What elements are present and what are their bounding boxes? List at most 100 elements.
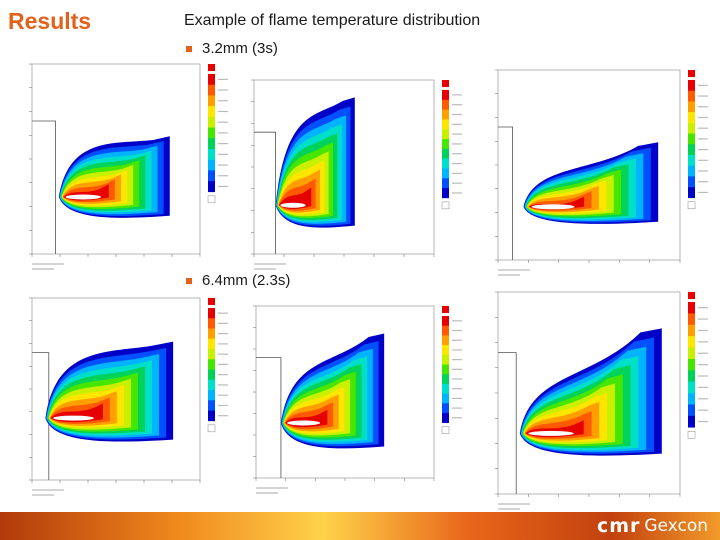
legend-swatch bbox=[208, 379, 215, 391]
legend-swatch bbox=[442, 90, 449, 101]
bullet-square-icon bbox=[186, 46, 192, 53]
legend-swatch bbox=[688, 187, 695, 199]
legend-swatch bbox=[208, 410, 215, 422]
legend-swatch bbox=[208, 390, 215, 401]
legend-swatch bbox=[688, 122, 695, 134]
legend-swatch bbox=[208, 74, 215, 86]
plot-3-2mm-right bbox=[495, 69, 708, 276]
legend-above-swatch bbox=[208, 64, 215, 71]
legend-swatch bbox=[688, 133, 695, 145]
logo-main: cmr bbox=[596, 515, 641, 537]
legend-swatch bbox=[688, 336, 695, 348]
legend-swatch bbox=[688, 80, 695, 92]
bullet-6-4mm: 6.4mm (2.3s) bbox=[186, 272, 290, 289]
bullet-label: 6.4mm (2.3s) bbox=[202, 272, 291, 289]
legend-swatch bbox=[208, 95, 215, 107]
bullet-square-icon bbox=[186, 278, 192, 285]
legend-swatch bbox=[208, 349, 215, 360]
legend-swatch bbox=[442, 168, 449, 179]
legend-above-swatch bbox=[208, 298, 215, 305]
plot-3-2mm-left bbox=[29, 63, 228, 270]
plot-6-4mm-left bbox=[29, 297, 228, 496]
flame-core bbox=[528, 430, 574, 436]
legend-swatch bbox=[442, 188, 449, 199]
legend-below-swatch bbox=[441, 201, 450, 210]
legend-swatch bbox=[208, 359, 215, 370]
legend-below-swatch bbox=[687, 430, 696, 439]
bullet-3-2mm: 3.2mm (3s) bbox=[186, 40, 278, 57]
legend-swatch bbox=[208, 170, 215, 182]
legend-swatch bbox=[208, 318, 215, 329]
legend-above-swatch bbox=[688, 292, 695, 299]
bullet-label: 3.2mm (3s) bbox=[202, 40, 278, 57]
legend-swatch bbox=[688, 393, 695, 405]
plot-3-2mm-middle bbox=[251, 79, 462, 270]
geometry-wall bbox=[498, 126, 513, 260]
legend-swatch bbox=[688, 324, 695, 337]
legend-swatch bbox=[208, 400, 215, 411]
legend-below-swatch bbox=[687, 201, 696, 210]
legend-below-swatch bbox=[207, 195, 216, 204]
plot-6-4mm-middle bbox=[253, 305, 462, 494]
legend-swatch bbox=[688, 90, 695, 102]
legend-swatch bbox=[442, 148, 449, 159]
plot-6-4mm-right bbox=[495, 291, 708, 510]
legend-above-swatch bbox=[442, 80, 449, 87]
geometry-wall bbox=[254, 131, 276, 254]
legend-swatch bbox=[442, 345, 449, 356]
geometry-wall bbox=[32, 352, 50, 480]
legend-below-swatch bbox=[441, 426, 450, 434]
legend-swatch bbox=[208, 159, 215, 171]
flame-core bbox=[531, 204, 575, 210]
footer-flame-banner: cmr Gexcon bbox=[0, 512, 720, 540]
legend-swatch bbox=[442, 316, 449, 326]
legend-swatch bbox=[688, 381, 695, 394]
legend-swatch bbox=[688, 370, 695, 382]
legend-swatch bbox=[688, 313, 695, 326]
slide-title: Results bbox=[8, 8, 92, 34]
legend-swatch bbox=[442, 393, 449, 404]
legend-swatch bbox=[442, 178, 449, 189]
legend-above-swatch bbox=[442, 306, 449, 313]
legend-swatch bbox=[442, 383, 449, 394]
legend-swatch bbox=[688, 101, 695, 113]
legend-swatch bbox=[208, 127, 215, 139]
logo-sub: Gexcon bbox=[644, 516, 708, 536]
legend-swatch bbox=[688, 144, 695, 156]
legend-above-swatch bbox=[688, 70, 695, 77]
legend-swatch bbox=[688, 358, 695, 371]
legend-swatch bbox=[208, 308, 215, 319]
legend-swatch bbox=[442, 354, 449, 365]
legend-swatch bbox=[442, 158, 449, 169]
geometry-wall bbox=[498, 352, 517, 494]
legend-swatch bbox=[442, 364, 449, 375]
legend-swatch bbox=[208, 181, 215, 193]
geometry-wall bbox=[32, 120, 56, 254]
slide-subtitle: Example of flame temperature distributio… bbox=[184, 12, 481, 29]
legend-swatch bbox=[688, 415, 695, 428]
flame-core bbox=[65, 194, 102, 200]
legend-swatch bbox=[442, 403, 449, 414]
legend-swatch bbox=[688, 112, 695, 124]
flame-core bbox=[287, 420, 321, 426]
legend-swatch bbox=[208, 148, 215, 160]
flame-core bbox=[280, 202, 306, 208]
legend-swatch bbox=[442, 109, 449, 120]
legend-swatch bbox=[688, 176, 695, 188]
company-logo: cmr Gexcon bbox=[596, 515, 708, 537]
legend-swatch bbox=[208, 369, 215, 381]
flame-core bbox=[53, 415, 94, 421]
geometry-wall bbox=[256, 357, 282, 478]
legend-swatch bbox=[442, 129, 449, 140]
legend-swatch bbox=[208, 106, 215, 118]
legend-swatch bbox=[688, 302, 695, 314]
legend-below-swatch bbox=[207, 424, 216, 433]
legend-swatch bbox=[688, 404, 695, 417]
legend-swatch bbox=[688, 154, 695, 166]
legend-swatch bbox=[688, 165, 695, 177]
legend-swatch bbox=[208, 116, 215, 128]
legend-swatch bbox=[208, 138, 215, 150]
legend-swatch bbox=[208, 338, 215, 350]
legend-swatch bbox=[442, 374, 449, 385]
legend-swatch bbox=[442, 99, 449, 110]
